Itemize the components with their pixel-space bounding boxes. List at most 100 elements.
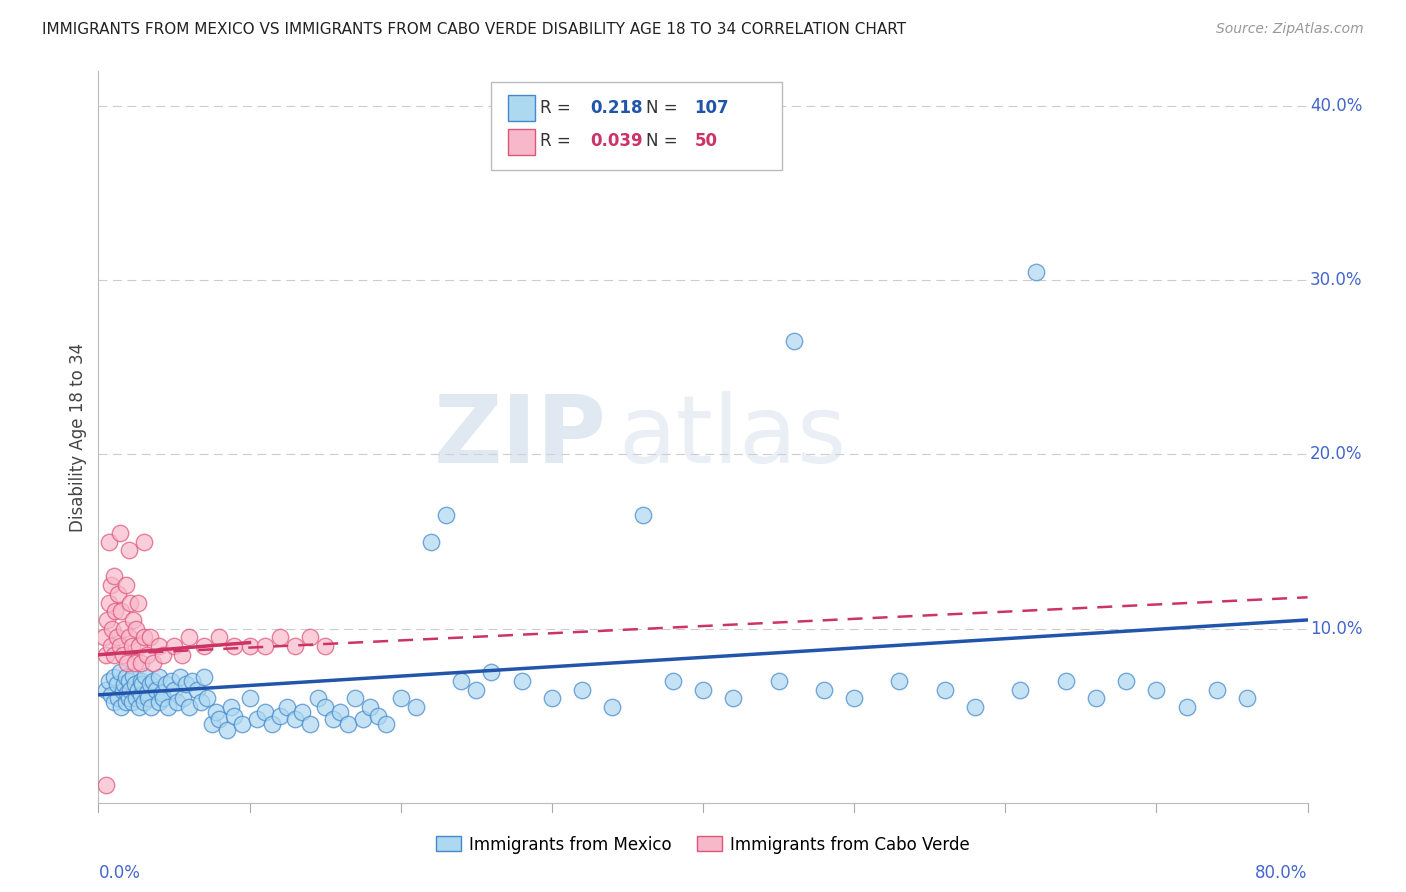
Point <box>111 648 134 662</box>
FancyBboxPatch shape <box>492 82 782 170</box>
Text: 0.039: 0.039 <box>591 132 643 150</box>
Point <box>118 673 141 688</box>
Point <box>239 639 262 653</box>
Point <box>299 717 322 731</box>
Point <box>540 691 562 706</box>
Point <box>120 682 142 697</box>
Point <box>96 613 118 627</box>
Point <box>125 622 148 636</box>
Point <box>374 717 396 731</box>
Point <box>103 670 125 684</box>
Point <box>121 639 143 653</box>
Point <box>174 677 197 691</box>
Point <box>208 712 231 726</box>
Point <box>118 631 141 645</box>
Point <box>94 648 117 662</box>
Point <box>299 631 322 645</box>
Point <box>125 691 148 706</box>
Point <box>322 712 344 726</box>
Text: 0.218: 0.218 <box>591 99 643 117</box>
Text: R =: R = <box>540 99 576 117</box>
Point <box>190 695 212 709</box>
Point <box>136 691 159 706</box>
Text: R =: R = <box>540 132 576 150</box>
Point <box>262 717 284 731</box>
Point <box>201 717 224 731</box>
Point <box>94 778 117 792</box>
Point <box>105 677 128 691</box>
Text: 80.0%: 80.0% <box>1256 863 1308 882</box>
Point <box>352 712 374 726</box>
Point <box>111 684 134 698</box>
Point <box>105 631 128 645</box>
Point <box>1206 682 1229 697</box>
Point <box>128 639 150 653</box>
Point <box>661 673 683 688</box>
Point <box>100 688 122 702</box>
Point <box>108 639 131 653</box>
Point <box>723 691 745 706</box>
Point <box>163 682 186 697</box>
Text: 30.0%: 30.0% <box>1310 271 1362 289</box>
Point <box>284 639 307 653</box>
Point <box>1024 265 1046 279</box>
Point <box>124 657 146 671</box>
Point <box>844 691 866 706</box>
Point <box>148 670 170 684</box>
Point <box>118 543 141 558</box>
Point <box>112 622 135 636</box>
Point <box>768 673 790 688</box>
Point <box>160 673 183 688</box>
Point <box>231 717 253 731</box>
Point <box>155 677 177 691</box>
Point <box>889 673 911 688</box>
Point <box>115 686 138 700</box>
Text: 0.0%: 0.0% <box>98 863 141 882</box>
Point <box>100 639 122 653</box>
Point <box>114 670 136 684</box>
Point <box>129 657 152 671</box>
Point <box>98 673 121 688</box>
Point <box>813 682 835 697</box>
Point <box>205 705 228 719</box>
Point <box>107 691 129 706</box>
Point <box>127 595 149 609</box>
Point <box>221 700 243 714</box>
Point <box>208 631 231 645</box>
Point <box>284 712 307 726</box>
Point <box>934 682 956 697</box>
Point <box>150 686 173 700</box>
Point <box>420 534 443 549</box>
Point <box>170 648 193 662</box>
Point <box>367 708 389 723</box>
Point <box>481 665 503 680</box>
Point <box>141 700 163 714</box>
Point <box>195 691 218 706</box>
Point <box>110 700 132 714</box>
Y-axis label: Disability Age 18 to 34: Disability Age 18 to 34 <box>69 343 87 532</box>
Point <box>307 691 329 706</box>
Point <box>239 691 262 706</box>
Point <box>193 670 215 684</box>
Text: Source: ZipAtlas.com: Source: ZipAtlas.com <box>1216 22 1364 37</box>
Point <box>145 682 167 697</box>
Point <box>132 695 155 709</box>
FancyBboxPatch shape <box>509 95 534 121</box>
Point <box>169 670 191 684</box>
Point <box>121 695 143 709</box>
Point <box>131 677 153 691</box>
Point <box>172 691 194 706</box>
Point <box>135 686 157 700</box>
Point <box>434 508 457 523</box>
Point <box>103 695 125 709</box>
Point <box>108 665 131 680</box>
Point <box>163 639 186 653</box>
Point <box>1236 691 1258 706</box>
Point <box>186 682 208 697</box>
Point <box>107 587 129 601</box>
Point <box>115 657 138 671</box>
Point <box>120 595 142 609</box>
Point <box>142 657 165 671</box>
Point <box>602 700 624 714</box>
Point <box>224 708 246 723</box>
